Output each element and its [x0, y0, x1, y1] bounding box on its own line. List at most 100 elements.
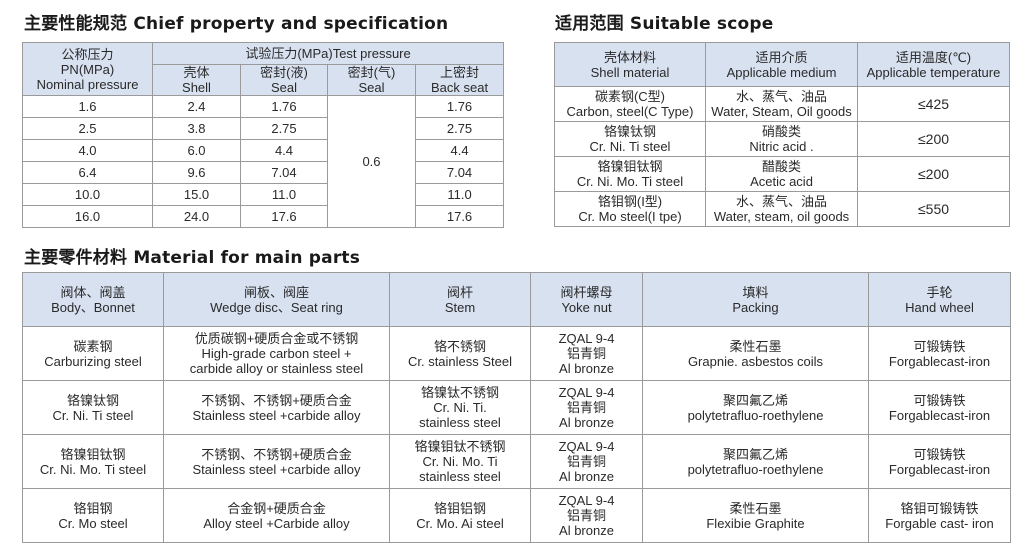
cell-line: Al bronze	[559, 361, 614, 376]
cell-line: 柔性石墨	[729, 338, 782, 354]
cell-line: Cr. Ni. Ti steel	[589, 139, 671, 154]
scope-table: 壳体材料 Shell material 适用介质 Applicable medium 适…	[554, 42, 1010, 227]
cell-line: 铬不锈钢	[433, 338, 486, 354]
cell-line: Applicable medium	[726, 64, 837, 80]
cell-line: Seal	[270, 80, 298, 95]
materials-title: 主要零件材料 Material for main parts	[24, 248, 361, 268]
cell-line: Body、Bonnet	[51, 299, 135, 315]
table-cell: 铬镍钛不锈钢 Cr. Ni. Ti. stainless steel	[389, 380, 531, 435]
table-cell: 2.4	[152, 95, 241, 118]
cell-line: Cr. Mo steel(I tpe)	[578, 209, 682, 224]
cell-line: 铬镍钼钛不锈钢	[414, 439, 506, 454]
sub-header: 上密封 Back seat	[414, 64, 505, 96]
cell-line: Cr. Ni. Mo. Ti steel	[39, 461, 147, 477]
cell-line: Hand wheel	[905, 299, 974, 315]
materials-table: 阀体、阀盖 Body、Bonnet 闸板、阀座 Wedge disc、Seat rin…	[22, 272, 1011, 543]
table-cell: 7.04	[240, 161, 328, 184]
cell-line: 碳素钢	[73, 338, 113, 354]
cell-line: Shell material	[590, 64, 670, 80]
cell-line: 铝青铜	[566, 346, 606, 361]
cell-line: 碳素钢(C型)	[594, 89, 666, 104]
cell-line: Cr. Ni. Mo. Ti steel	[576, 174, 684, 189]
cell-line: Cr. Ni. Ti.	[433, 400, 487, 415]
cell-line: 铬镍钼钛钢	[597, 159, 663, 174]
table-cell: 6.4	[22, 161, 153, 184]
cell-line: 聚四氟乙烯	[722, 392, 788, 408]
table-cell: 铬钼可锻铸铁 Forgable cast- iron	[868, 488, 1011, 543]
column-header: 填料 Packing	[642, 272, 869, 327]
table-cell: 1.76	[240, 95, 328, 118]
table-row: 16.0 24.0 17.6 17.6	[22, 205, 505, 228]
table-row: 铬钼钢(I型) Cr. Mo steel(I tpe) 水、蒸气、油品 Water, …	[554, 191, 1010, 227]
cell-line: 阀杆	[446, 284, 473, 300]
table-cell: 3.8	[152, 117, 241, 140]
cell-line: ZQAL 9-4	[558, 439, 615, 454]
cell-line: Packing	[732, 299, 779, 315]
table-cell: 铬镍钼钛钢 Cr. Ni. Mo. Ti steel	[554, 156, 706, 192]
cell-line: 可锻铸铁	[913, 392, 966, 408]
table-cell: 16.0	[22, 205, 153, 228]
temperature-cell: ≤550	[857, 191, 1010, 227]
table-cell: 铬钼钢 Cr. Mo steel	[22, 488, 164, 543]
cell-line: stainless steel	[419, 469, 501, 484]
header-line: 公称压力	[61, 46, 114, 62]
cell-line: Cr. stainless Steel	[407, 353, 513, 369]
cell-line: 可锻铸铁	[913, 338, 966, 354]
table-cell: 4.4	[414, 139, 505, 162]
table-cell: 聚四氟乙烯 polytetrafluo-roethylene	[642, 380, 869, 435]
cell-line: Grapnie. asbestos coils	[687, 353, 824, 369]
cell-line: Forgable cast- iron	[885, 515, 994, 531]
table-row: 1.6 2.4 1.76 0.6 1.76	[22, 95, 505, 228]
table-row: 10.0 15.0 11.0 11.0	[22, 183, 505, 206]
table-cell: 柔性石墨 Flexibie Graphite	[642, 488, 869, 543]
cell-line: Water, steam, oil goods	[713, 209, 850, 224]
table-cell: 铬镍钛钢 Cr. Ni. Ti steel	[22, 380, 164, 435]
table-cell: 不锈钢、不锈钢+硬质合金 Stainless steel +carbide all…	[163, 380, 390, 435]
table-row: 6.4 9.6 7.04 7.04	[22, 161, 505, 184]
cell-line: Stainless steel +carbide alloy	[192, 461, 361, 477]
table-cell: 碳素钢(C型) Carbon, steel(C Type)	[554, 86, 706, 122]
column-header: 手轮 Hand wheel	[868, 272, 1011, 327]
sub-header: 密封(液) Seal	[240, 64, 328, 96]
table-cell: 17.6	[414, 205, 505, 228]
sub-header: 密封(气) Seal	[327, 64, 416, 96]
cell-line: Forgablecast-iron	[888, 353, 991, 369]
cell-line: 阀杆螺母	[560, 284, 613, 300]
table-cell: 铬钼铝钢 Cr. Mo. Ai steel	[389, 488, 531, 543]
cell-line: 柔性石墨	[729, 500, 782, 516]
table-row: 碳素钢(C型) Carbon, steel(C Type) 水、蒸气、油品 Water…	[554, 86, 1010, 122]
cell-line: 铬钼可锻铸铁	[900, 500, 979, 516]
table-cell: 4.4	[240, 139, 328, 162]
cell-line: Flexibie Graphite	[706, 515, 805, 531]
cell-line: 密封(气)	[347, 65, 396, 80]
table-cell: 2.75	[240, 117, 328, 140]
table-cell: 铬镍钛钢 Cr. Ni. Ti steel	[554, 121, 706, 157]
cell-line: Shell	[182, 80, 211, 95]
scope-title: 适用范围 Suitable scope	[555, 14, 774, 34]
table-cell: 可锻铸铁 Forgablecast-iron	[868, 434, 1011, 489]
table-cell: 可锻铸铁 Forgablecast-iron	[868, 326, 1011, 381]
cell-line: 水、蒸气、油品	[735, 194, 827, 209]
table-cell: 11.0	[414, 183, 505, 206]
cell-line: 醋酸类	[761, 159, 801, 174]
cell-line: 不锈钢、不锈钢+硬质合金	[201, 446, 352, 462]
table-cell: 24.0	[152, 205, 241, 228]
cell-line: 适用温度(℃)	[895, 49, 972, 65]
test-pressure-header: 试验压力(MPa)Test pressure	[151, 42, 505, 65]
cell-line: 铬钼钢(I型)	[597, 194, 663, 209]
table-cell: 1.6	[22, 95, 153, 118]
temperature-cell: ≤425	[857, 86, 1010, 122]
table-cell: 2.75	[414, 117, 505, 140]
table-row: 铬钼钢 Cr. Mo steel 合金钢+硬质合金 Alloy steel +Carb…	[22, 488, 1011, 543]
cell-line: 不锈钢、不锈钢+硬质合金	[201, 392, 352, 408]
table-cell: ZQAL 9-4 铝青铜 Al bronze	[530, 380, 643, 435]
table-cell: 合金钢+硬质合金 Alloy steel +Carbide alloy	[163, 488, 390, 543]
table-cell: 17.6	[240, 205, 328, 228]
table-cell: 硝酸类 Nitric acid .	[705, 121, 858, 157]
table-cell: 1.76	[414, 95, 505, 118]
cell-line: Carburizing steel	[44, 353, 142, 369]
cell-line: 填料	[742, 284, 769, 300]
cell-line: Stem	[444, 299, 476, 315]
spec-title: 主要性能规范 Chief property and specification	[24, 14, 449, 34]
cell-line: polytetrafluo-roethylene	[687, 461, 824, 477]
